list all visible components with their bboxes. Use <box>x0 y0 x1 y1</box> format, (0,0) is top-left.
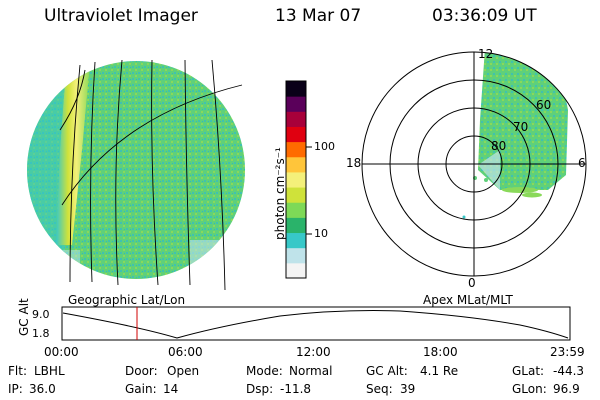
observation-time: 03:36:09 UT <box>432 6 537 26</box>
status-key-gain: Gain: <box>125 382 157 396</box>
status-key-glon: GLon: <box>512 382 547 396</box>
colorbar-stripe <box>286 262 306 279</box>
time-tick: 23:59 <box>550 345 585 359</box>
colorbar-stripe <box>286 232 306 249</box>
mlt-label-dusk: 18 <box>346 156 362 170</box>
colorbar-stripe <box>286 156 306 173</box>
lat-lon-grid <box>59 59 243 291</box>
altitude-axis-label: GC Alt <box>17 298 31 336</box>
status-key-door: Door: <box>125 364 158 378</box>
time-tick: 06:00 <box>168 345 203 359</box>
status-key-seq: Seq: <box>366 382 393 396</box>
left-panel-caption: Geographic Lat/Lon <box>68 293 186 307</box>
colorbar-stripe <box>286 247 306 264</box>
status-value-filter: LBHL <box>34 364 65 378</box>
status-key-dsp: Dsp: <box>246 382 274 396</box>
mlat-label-80: 80 <box>491 139 507 153</box>
polar-panel-caption: Apex MLat/MLT <box>423 293 513 307</box>
status-value-seq: 39 <box>400 382 416 396</box>
status-value-ip: 36.0 <box>29 382 56 396</box>
status-value-gain: 14 <box>163 382 179 396</box>
mlat-label-70: 70 <box>513 120 529 134</box>
colorbar-stripe <box>286 96 306 112</box>
colorbar-stripe <box>286 187 306 203</box>
polar-grid <box>361 51 587 277</box>
time-tick: 18:00 <box>423 345 458 359</box>
status-value-door: Open <box>167 364 200 378</box>
status-key-ip: IP: <box>8 382 23 396</box>
colorbar-stripe <box>286 141 306 158</box>
instrument-title: Ultraviolet Imager <box>44 6 198 26</box>
mlat-label-60: 60 <box>536 98 552 112</box>
time-tick: 12:00 <box>296 345 331 359</box>
mlt-label-noon: 12 <box>478 47 494 61</box>
status-key-mode: Mode: <box>246 364 283 378</box>
altitude-ytick: 1.8 <box>32 327 50 340</box>
status-value-glon: 96.9 <box>553 382 580 396</box>
colorbar-stripe <box>286 111 306 127</box>
status-key-gc-alt: GC Alt: <box>366 364 408 378</box>
colorbar-frame <box>285 80 307 279</box>
altitude-curve <box>62 310 569 339</box>
colorbar-tick-label: 10 <box>314 227 328 240</box>
status-value-glat: -44.3 <box>553 364 585 378</box>
colorbar-stripe <box>286 202 306 218</box>
altitude-plot-frame <box>61 306 571 341</box>
status-value-mode: Normal <box>289 364 333 378</box>
status-key-filter: Flt: <box>8 364 27 378</box>
colorbar-stripe <box>286 171 306 188</box>
colorbar-stripe <box>286 126 306 143</box>
colorbar-tick-label: 100 <box>314 140 335 153</box>
altitude-ytick: 9.0 <box>32 308 50 321</box>
observation-date: 13 Mar 07 <box>275 6 362 26</box>
status-value-dsp: -11.8 <box>280 382 312 396</box>
time-tick: 00:00 <box>44 345 79 359</box>
colorbar-stripe <box>286 217 306 234</box>
colorbar-stripe <box>286 81 306 97</box>
status-key-glat: GLat: <box>512 364 545 378</box>
mlt-label-dawn: 6 <box>578 156 586 170</box>
status-value-gc-alt: 4.1 Re <box>420 364 459 378</box>
mlt-label-midnight: 0 <box>468 276 476 290</box>
